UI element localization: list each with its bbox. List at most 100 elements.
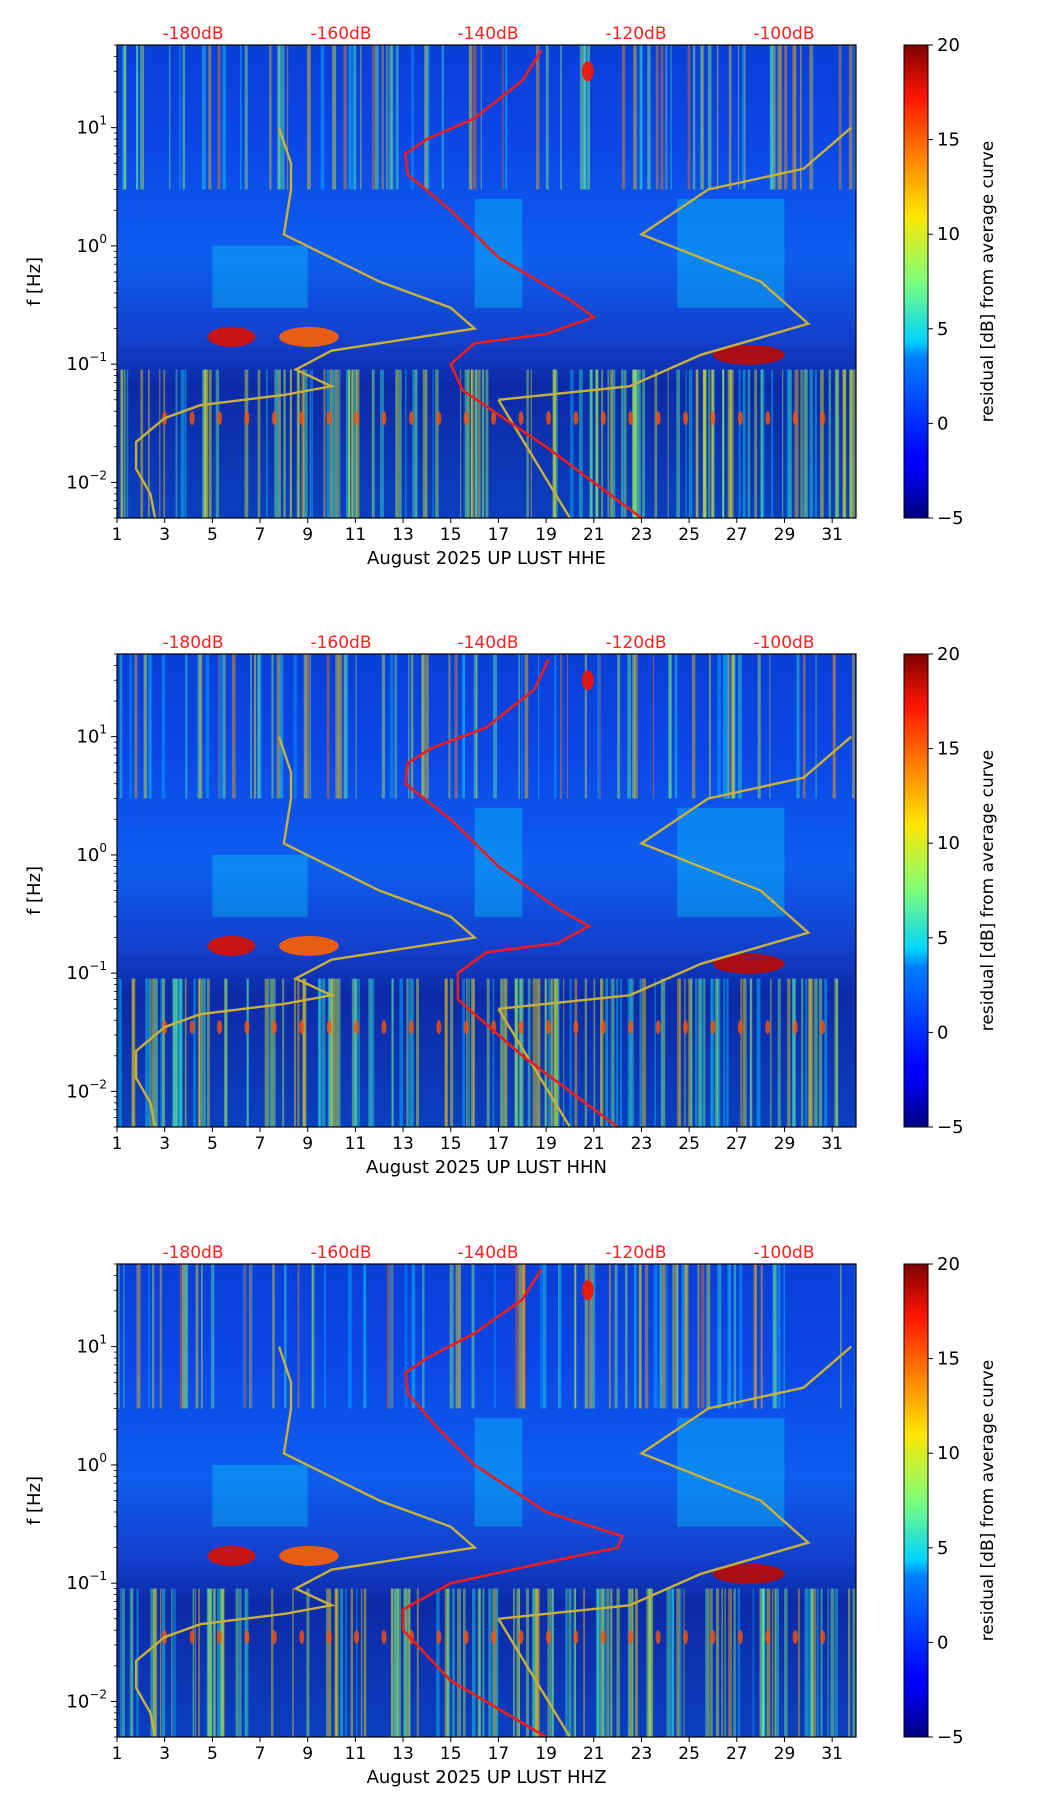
high-frequency-streak	[832, 654, 836, 799]
high-frequency-streak	[732, 654, 734, 799]
high-frequency-streak	[311, 1264, 314, 1409]
low-frequency-streak	[631, 1588, 633, 1737]
low-frequency-streak	[800, 978, 804, 1127]
high-frequency-streak	[363, 1264, 367, 1409]
low-frequency-streak	[532, 978, 537, 1127]
high-frequency-streak	[707, 45, 712, 190]
low-frequency-streak	[849, 369, 853, 518]
energy-band	[677, 807, 785, 917]
colorbar-tick-label: −5	[937, 508, 964, 529]
low-frequency-streak	[410, 978, 414, 1127]
low-frequency-streak	[392, 1588, 396, 1737]
low-frequency-streak	[422, 369, 427, 518]
high-frequency-streak	[684, 1264, 689, 1409]
high-frequency-streak	[727, 654, 730, 799]
colorbar-tick-label: 5	[937, 319, 948, 340]
colorbar-tick-label: 10	[937, 833, 960, 854]
high-frequency-streak	[240, 45, 242, 190]
low-frequency-streak	[816, 1588, 819, 1737]
low-frequency-streak	[699, 978, 703, 1127]
low-frequency-streak	[601, 1588, 606, 1737]
low-frequency-streak	[695, 978, 698, 1127]
low-frequency-streak	[742, 369, 746, 518]
low-frequency-streak	[777, 978, 781, 1127]
low-frequency-streak	[485, 369, 489, 518]
high-frequency-streak	[655, 45, 659, 190]
low-frequency-streak	[339, 1588, 344, 1737]
low-frequency-streak	[723, 978, 726, 1127]
microseism-spot	[326, 1630, 332, 1645]
low-frequency-streak	[391, 1588, 394, 1737]
high-frequency-streak	[277, 45, 281, 190]
low-frequency-streak	[794, 978, 796, 1127]
hotspot	[279, 326, 339, 347]
high-frequency-streak	[722, 654, 727, 799]
top-db-label: -160dB	[310, 633, 371, 653]
high-frequency-streak	[254, 654, 256, 799]
low-frequency-streak	[318, 978, 322, 1127]
high-frequency-streak	[307, 45, 311, 190]
high-frequency-streak	[231, 654, 236, 799]
low-frequency-streak	[289, 369, 292, 518]
low-frequency-streak	[150, 1588, 154, 1737]
colorbar-tick-label: 5	[937, 1538, 948, 1559]
high-frequency-streak	[449, 1264, 454, 1409]
high-frequency-streak	[754, 1264, 758, 1409]
high-frequency-streak	[669, 654, 672, 799]
high-frequency-streak	[468, 45, 473, 190]
high-frequency-streak	[742, 45, 744, 190]
low-frequency-streak	[472, 1588, 476, 1737]
low-frequency-streak	[690, 369, 693, 518]
top-db-label: -100dB	[753, 633, 814, 653]
high-frequency-streak	[355, 654, 357, 799]
low-frequency-streak	[462, 978, 465, 1127]
high-frequency-streak	[794, 45, 797, 190]
colorbar-tick-label: 15	[937, 130, 960, 151]
microseism-spot	[189, 411, 195, 426]
high-frequency-streak	[179, 1264, 184, 1409]
y-tick-label: 101	[76, 1333, 107, 1358]
high-frequency-streak	[118, 1264, 120, 1409]
low-frequency-streak	[156, 978, 158, 1127]
high-frequency-streak	[148, 654, 152, 799]
low-frequency-streak	[836, 369, 839, 518]
microseism-spot	[628, 1630, 634, 1645]
high-frequency-streak	[208, 45, 212, 190]
high-frequency-streak	[566, 654, 569, 799]
low-frequency-streak	[404, 1588, 407, 1737]
microseism-spot	[271, 1020, 277, 1035]
high-frequency-streak	[597, 654, 600, 799]
hotspot	[581, 61, 594, 82]
low-frequency-streak	[547, 1588, 550, 1737]
low-frequency-streak	[726, 978, 729, 1127]
microseism-spot	[463, 1020, 469, 1035]
low-frequency-streak	[306, 1588, 310, 1737]
microseism-spot	[628, 411, 634, 426]
low-frequency-streak	[737, 1588, 741, 1737]
low-frequency-streak	[623, 369, 627, 518]
low-frequency-streak	[197, 978, 200, 1127]
high-frequency-streak	[668, 654, 672, 799]
high-frequency-streak	[159, 1264, 163, 1409]
low-frequency-streak	[317, 978, 320, 1127]
low-frequency-streak	[749, 978, 753, 1127]
low-frequency-streak	[181, 978, 183, 1127]
x-tick-label: 19	[535, 1744, 557, 1764]
high-frequency-streak	[633, 45, 637, 190]
microseism-spot	[600, 1630, 606, 1645]
microseism-spot	[628, 1020, 634, 1035]
high-frequency-streak	[320, 45, 325, 190]
low-frequency-streak	[408, 978, 412, 1127]
high-frequency-streak	[475, 654, 477, 799]
low-frequency-streak	[568, 1588, 572, 1737]
low-frequency-streak	[762, 1588, 764, 1737]
low-frequency-streak	[514, 978, 518, 1127]
high-frequency-streak	[517, 1264, 520, 1409]
microseism-spot	[683, 1020, 689, 1035]
low-frequency-streak	[481, 369, 485, 518]
high-frequency-streak	[838, 45, 842, 190]
microseism-spot	[545, 1630, 551, 1645]
low-frequency-streak	[609, 1588, 612, 1737]
high-frequency-streak	[286, 45, 289, 190]
